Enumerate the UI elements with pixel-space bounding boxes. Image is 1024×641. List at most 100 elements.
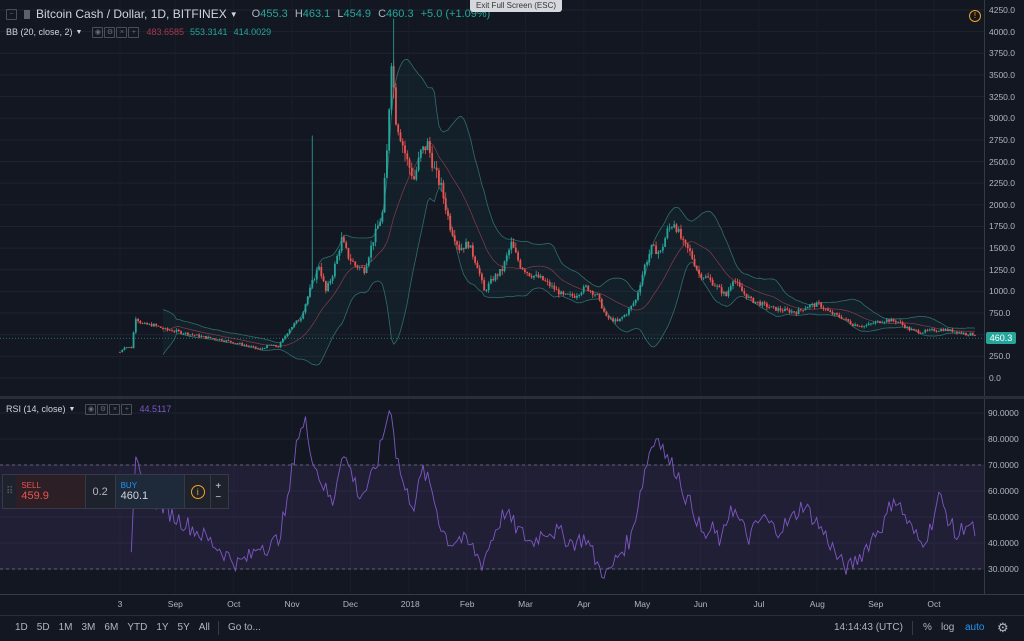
info-button[interactable]: i xyxy=(185,475,210,508)
price-tick-label: 3750.0 xyxy=(989,48,1015,59)
high-label: H xyxy=(294,8,303,20)
range-button-6m[interactable]: 6M xyxy=(104,622,119,633)
candle-body xyxy=(607,315,610,319)
range-button-5y[interactable]: 5Y xyxy=(177,622,190,633)
candle-body xyxy=(621,317,624,319)
info-icon: i xyxy=(190,484,205,499)
sell-button[interactable]: SELL 459.9 xyxy=(16,475,86,508)
time-tick-label: Sep xyxy=(167,599,183,609)
eye-icon[interactable]: ◉ xyxy=(85,404,97,415)
candle-body xyxy=(216,339,219,341)
pane-separator[interactable] xyxy=(0,396,1024,399)
candle-body xyxy=(928,329,931,331)
candle-body xyxy=(153,323,155,327)
candle-body xyxy=(143,322,146,324)
candle-body xyxy=(727,290,730,296)
time-tick-label: Nov xyxy=(284,599,300,609)
decrease-quantity-button[interactable]: − xyxy=(215,491,222,503)
candle-body xyxy=(770,306,773,308)
candle-body xyxy=(616,319,619,322)
candle-body xyxy=(779,308,782,311)
candle-body xyxy=(186,332,189,336)
candle-body xyxy=(569,294,572,295)
alert-icon[interactable]: ! xyxy=(969,10,981,22)
rsi-dropdown-icon[interactable]: ▼ xyxy=(68,405,76,413)
candle-body xyxy=(745,293,748,298)
close-icon[interactable]: × xyxy=(109,404,121,415)
candle-body xyxy=(320,266,323,277)
candle-body xyxy=(272,345,275,346)
candle-body xyxy=(813,304,816,307)
symbol-dropdown-icon[interactable]: ▼ xyxy=(229,9,238,19)
gear-icon[interactable]: ⚙ xyxy=(997,620,1009,635)
symbol-title[interactable]: Bitcoin Cash / Dollar, 1D, BITFINEX xyxy=(36,7,227,21)
candle-body xyxy=(815,302,818,307)
candle-body xyxy=(967,334,970,336)
utc-clock[interactable]: 14:14:43 (UTC) xyxy=(834,622,903,633)
range-button-1m[interactable]: 1M xyxy=(58,622,73,633)
drag-handle-icon[interactable]: ⠿ xyxy=(6,486,14,497)
candle-body xyxy=(198,334,201,337)
range-button-5d[interactable]: 5D xyxy=(36,622,50,633)
candle-body xyxy=(940,329,942,331)
candle-body xyxy=(820,302,823,308)
candle-body xyxy=(838,314,841,318)
candle-body xyxy=(338,250,341,256)
candle-body xyxy=(261,348,264,350)
price-tick-label: 4250.0 xyxy=(989,5,1015,15)
increase-quantity-button[interactable]: + xyxy=(215,480,222,492)
candle-body xyxy=(241,343,244,346)
range-button-all[interactable]: All xyxy=(198,622,210,633)
buy-button[interactable]: BUY 460.1 xyxy=(114,475,185,508)
candle-body xyxy=(508,249,510,256)
log-scale-button[interactable]: log xyxy=(941,622,955,633)
rsi-tick-label: 50.0000 xyxy=(988,512,1019,522)
percent-scale-button[interactable]: % xyxy=(923,622,932,633)
range-button-3m[interactable]: 3M xyxy=(81,622,96,633)
toolbar-divider xyxy=(218,621,219,635)
candle-body xyxy=(802,309,804,311)
close-icon[interactable]: × xyxy=(116,27,128,38)
settings-icon[interactable]: ⚙ xyxy=(104,27,116,38)
ohlc-values: O455.3 H463.1 L454.9 C460.3 +5.0 (+1.09%… xyxy=(252,8,491,20)
candle-body xyxy=(926,330,929,331)
price-tick-label: 3250.0 xyxy=(989,91,1015,102)
candle-body xyxy=(544,280,547,282)
range-button-1y[interactable]: 1Y xyxy=(156,622,169,633)
price-chart-pane[interactable] xyxy=(0,0,984,396)
rsi-label[interactable]: RSI (14, close) xyxy=(6,404,66,414)
settings-icon[interactable]: ⚙ xyxy=(97,404,109,415)
candle-body xyxy=(736,281,739,283)
bb-legend: BB (20, close, 2) ▼ ◉ ⚙ × + 483.6585 553.31… xyxy=(6,26,271,38)
price-axis[interactable]: 4250.0 4000.0 3750.0 3500.0 3250.0 3000.0 2750… xyxy=(984,0,1024,396)
bb-dropdown-icon[interactable]: ▼ xyxy=(75,28,83,36)
bb-label[interactable]: BB (20, close, 2) xyxy=(6,27,73,37)
range-button-1d[interactable]: 1D xyxy=(15,622,28,633)
candle-body xyxy=(704,276,707,278)
auto-scale-button[interactable]: auto xyxy=(965,622,985,633)
candle-body xyxy=(666,228,669,239)
time-tick-label: Jun xyxy=(693,599,708,609)
candle-body xyxy=(193,334,196,336)
goto-button[interactable]: Go to... xyxy=(228,622,261,633)
candle-body xyxy=(517,252,519,261)
candle-body xyxy=(587,285,590,291)
candle-body xyxy=(415,170,418,180)
candle-body xyxy=(284,336,287,339)
candle-body xyxy=(166,328,169,330)
price-tick-label: 2500.0 xyxy=(989,156,1015,167)
eye-icon[interactable]: ◉ xyxy=(92,27,104,38)
candle-body xyxy=(668,227,671,229)
candle-body xyxy=(971,332,974,335)
candle-body xyxy=(159,326,162,328)
candle-body xyxy=(447,210,449,216)
more-icon[interactable]: + xyxy=(128,27,140,38)
time-axis[interactable]: 3 Sep Oct Nov Dec 2018 Feb Mar Apr May Jun Jul Aug Se… xyxy=(0,594,984,615)
candle-body xyxy=(304,304,307,313)
candle-body xyxy=(560,291,562,295)
rsi-axis[interactable]: 90.0000 80.0000 70.0000 60.0000 50.0000 40.00… xyxy=(984,399,1024,594)
exit-fullscreen-button[interactable]: Exit Full Screen (ESC) xyxy=(470,0,563,12)
collapse-legend-icon[interactable]: − xyxy=(6,8,17,20)
range-button-ytd[interactable]: YTD xyxy=(127,622,148,633)
more-icon[interactable]: + xyxy=(121,404,133,415)
